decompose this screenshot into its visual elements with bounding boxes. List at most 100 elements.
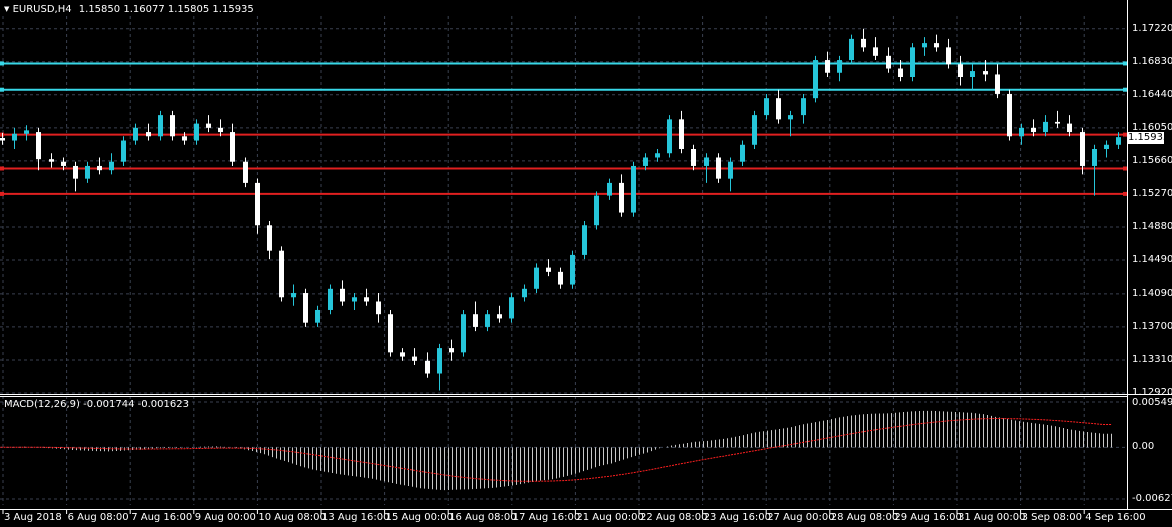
macd-tick-label: 0.00 xyxy=(1132,441,1155,453)
candle-bear xyxy=(776,98,781,120)
price-tick-label: 1.14090 xyxy=(1132,287,1172,299)
level-handle-left xyxy=(0,61,4,66)
level-handle-right xyxy=(1123,166,1127,171)
candle-bull xyxy=(1116,137,1121,145)
candle-bear xyxy=(255,182,260,226)
candle-bull xyxy=(849,38,854,61)
level-handle-left xyxy=(0,191,4,196)
candle-bull xyxy=(752,115,757,145)
candle-bear xyxy=(873,47,878,56)
candle-bull xyxy=(509,297,514,319)
candle-bear xyxy=(1055,121,1060,124)
symbol-label: EURUSD,H4 xyxy=(12,4,72,15)
candle-bear xyxy=(267,225,272,251)
candle-bull xyxy=(133,127,138,141)
candle-bull xyxy=(970,71,975,77)
candle-bull xyxy=(594,195,599,226)
candle-bear xyxy=(898,68,903,77)
ohlc-high: 1.16077 xyxy=(123,4,165,15)
price-tick-label: 1.15660 xyxy=(1132,154,1172,166)
time-tick-label: 23 Aug 16:00 xyxy=(703,512,772,523)
candle-bull xyxy=(109,161,114,171)
candle-bear xyxy=(1031,127,1036,133)
candle-bear xyxy=(61,161,66,166)
candle-bear xyxy=(473,314,478,327)
pane-frames xyxy=(0,0,1172,514)
candle-bear xyxy=(303,293,308,323)
time-tick-label: 13 Aug 16:00 xyxy=(322,512,390,523)
candle-bull xyxy=(764,98,769,116)
candle-bear xyxy=(1080,132,1085,166)
time-tick-label: 31 Aug 00:00 xyxy=(958,512,1026,523)
candle-bear xyxy=(376,301,381,315)
macd-header: MACD(12,26,9) -0.001744 -0.001623 xyxy=(4,399,189,411)
candle-bear xyxy=(206,123,211,128)
macd-label: MACD(12,26,9) xyxy=(4,399,80,410)
candle-bull xyxy=(461,314,466,353)
candle-bear xyxy=(170,115,175,137)
time-tick-label: 4 Sep 16:00 xyxy=(1085,512,1146,523)
ohlc-low: 1.15805 xyxy=(167,4,210,15)
candle-bear xyxy=(279,250,284,298)
price-tick-label: 1.15270 xyxy=(1132,187,1172,199)
candle-bear xyxy=(73,165,78,179)
candle-bull xyxy=(158,115,163,137)
time-tick-label: 3 Aug 2018 xyxy=(4,512,62,523)
candle-bull xyxy=(655,153,660,158)
candle-bear xyxy=(679,119,684,150)
candle-bull xyxy=(85,165,90,179)
level-handle-right xyxy=(1123,191,1127,196)
candle-bull xyxy=(607,182,612,196)
candle-bear xyxy=(861,38,866,48)
time-tick-label: 6 Aug 08:00 xyxy=(67,512,129,523)
candle-bear xyxy=(36,132,41,160)
time-tick-label: 17 Aug 16:00 xyxy=(512,512,581,523)
candle-bull xyxy=(643,157,648,166)
candle-bear xyxy=(958,64,963,77)
price-tick-label: 1.14490 xyxy=(1132,253,1172,265)
time-tick-label: 10 Aug 08:00 xyxy=(258,512,326,523)
candle-bear xyxy=(497,314,502,319)
candle-bull xyxy=(194,123,199,141)
candle-bear xyxy=(558,271,563,285)
current-price-label: 1.15935 xyxy=(1128,131,1170,144)
chart-menu-triangle-icon[interactable]: ▼ xyxy=(4,5,10,13)
candle-bull xyxy=(667,119,672,154)
candle-bear xyxy=(412,356,417,361)
time-tick-label: 7 Aug 16:00 xyxy=(131,512,193,523)
candle-bear xyxy=(995,74,1000,94)
candle-bull xyxy=(352,297,357,302)
candle-bear xyxy=(388,314,393,353)
candle-bull xyxy=(1019,127,1024,137)
candle-bull xyxy=(291,293,296,298)
candle-bull xyxy=(315,309,320,323)
candle-bear xyxy=(449,348,454,353)
chart-header: ▼ EURUSD,H4 1.15850 1.16077 1.15805 1.15… xyxy=(4,3,254,16)
candle-bear xyxy=(425,360,430,374)
macd-tick-label: -0.006272 xyxy=(1132,493,1172,504)
level-handle-right xyxy=(1123,132,1127,137)
candle-bear xyxy=(934,43,939,48)
candle-bear xyxy=(983,71,988,75)
candle-bear xyxy=(546,267,551,272)
level-handle-right xyxy=(1123,87,1127,92)
candle-bear xyxy=(340,288,345,302)
candle-bear xyxy=(400,352,405,357)
candle-bull xyxy=(12,133,17,141)
time-tick-label: 21 Aug 00:00 xyxy=(576,512,644,523)
candle-bull xyxy=(24,130,29,134)
candle-bear xyxy=(49,159,54,162)
time-tick-label: 27 Aug 00:00 xyxy=(767,512,835,523)
macd-main-value: -0.001744 xyxy=(83,399,135,410)
price-tick-label: 1.14880 xyxy=(1132,220,1172,232)
candle-bull xyxy=(922,43,927,48)
time-tick-label: 16 Aug 08:00 xyxy=(449,512,517,523)
price-tick-label: 1.13310 xyxy=(1132,353,1172,365)
candle-bear xyxy=(825,60,830,73)
candle-bear xyxy=(182,136,187,141)
price-tick-label: 1.17220 xyxy=(1132,22,1172,34)
candle-bear xyxy=(243,161,248,183)
ohlc-close: 1.15935 xyxy=(212,4,254,15)
